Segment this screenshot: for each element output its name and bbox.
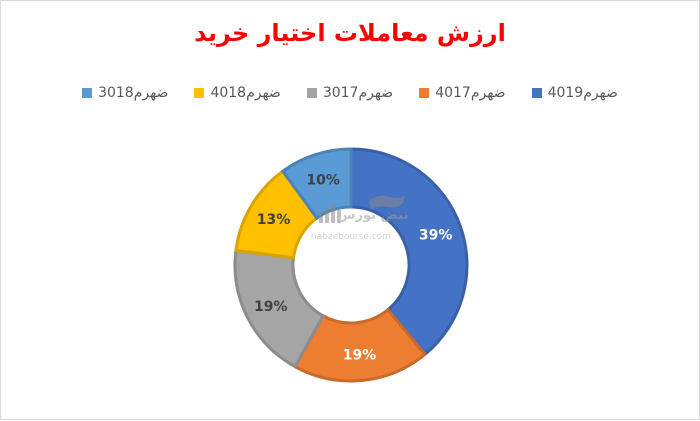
legend-swatch-1 <box>531 88 542 98</box>
legend-swatch-2 <box>419 88 430 98</box>
legend-swatch-5 <box>82 88 93 98</box>
watermark-logo-bar-1 <box>319 213 323 223</box>
chart-title: ارزش معاملات اختیار خرید <box>194 19 506 47</box>
legend-item-4: ضهرم4018 <box>194 85 281 101</box>
legend-swatch-4 <box>194 88 205 98</box>
watermark: نبض بورس nabzebourse.com <box>311 195 409 242</box>
watermark-bull-icon <box>369 195 405 209</box>
legend-label-5: ضهرم3018 <box>98 85 169 101</box>
legend-item-3: ضهرم3017 <box>306 85 394 101</box>
slice-label-1: 39% <box>419 228 453 244</box>
chart-legend: ضهرم4019 ضهرم4017 ضهرم3017 ضهرم4018 ضهرم… <box>1 85 699 101</box>
slice-5 <box>281 147 353 220</box>
slice-label-4: 13% <box>257 212 291 228</box>
legend-label-1: ضهرم4019 <box>547 85 618 101</box>
legend-label-4: ضهرم4018 <box>210 85 281 101</box>
watermark-logo-bar-2 <box>325 208 329 223</box>
watermark-logo-text: نبض بورس <box>338 208 409 223</box>
watermark-logo-bar-4 <box>337 210 341 223</box>
legend-item-2: ضهرم4017 <box>419 85 506 101</box>
slice-3 <box>233 248 325 369</box>
slice-label-3: 19% <box>254 299 288 315</box>
slice-2 <box>293 308 427 383</box>
slice-label-2: 19% <box>343 348 377 364</box>
legend-item-1: ضهرم4019 <box>531 85 618 101</box>
slice-label-5: 10% <box>306 172 340 188</box>
watermark-url: nabzebourse.com <box>311 232 391 242</box>
legend-item-5: ضهرم3018 <box>82 85 168 101</box>
legend-swatch-3 <box>306 88 317 98</box>
legend-label-2: ضهرم4017 <box>435 85 506 101</box>
watermark-logo-bar-3 <box>331 204 335 223</box>
legend-label-3: ضهرم3017 <box>322 85 394 101</box>
